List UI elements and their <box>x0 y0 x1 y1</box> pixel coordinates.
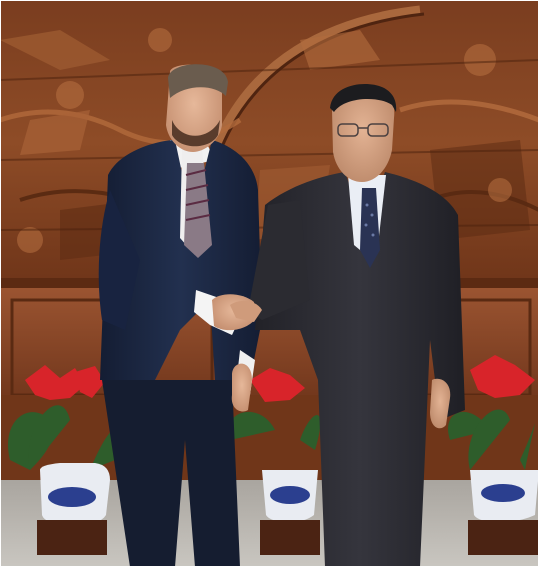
man-right <box>248 84 465 567</box>
potted-plant-right <box>448 355 539 555</box>
potted-plant-left <box>8 365 121 555</box>
handshake <box>212 294 262 331</box>
potted-plant-center <box>228 368 321 555</box>
